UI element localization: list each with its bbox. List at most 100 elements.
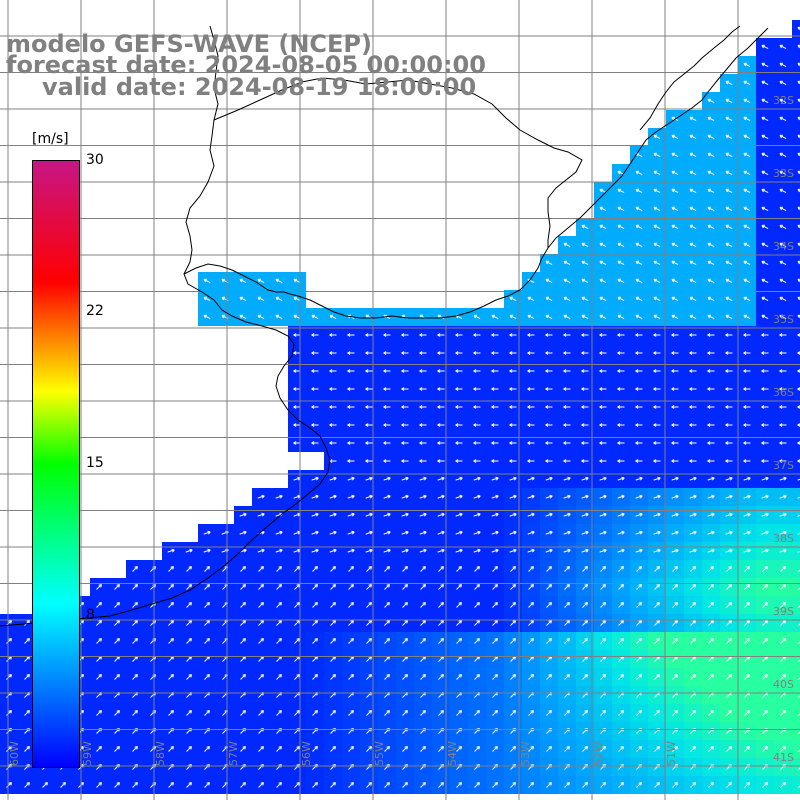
wind-arrow [312, 782, 318, 788]
wind-cell [792, 200, 800, 218]
wind-arrow [779, 530, 787, 535]
wind-arrow [564, 782, 570, 788]
wind-arrow [258, 620, 264, 626]
wind-cell [792, 650, 800, 668]
wind-arrow [581, 548, 589, 553]
wind-arrow [599, 494, 607, 499]
wind-arrow [726, 710, 732, 716]
wind-arrow [581, 423, 589, 427]
wind-arrow [473, 494, 481, 499]
wind-arrow [725, 512, 733, 517]
wind-arrow [581, 224, 589, 230]
wind-arrow [779, 170, 787, 176]
wind-arrow [258, 566, 264, 572]
wind-arrow [258, 782, 264, 788]
wind-arrow [779, 512, 787, 517]
coastline [0, 27, 769, 627]
wind-arrow [474, 674, 480, 680]
wind-arrow [653, 206, 661, 212]
wind-arrow [581, 494, 589, 499]
wind-arrow [456, 566, 462, 572]
wind-arrow [744, 674, 750, 680]
wind-arrow [168, 602, 174, 608]
wind-arrow [672, 710, 678, 716]
wind-arrow [779, 134, 787, 140]
wind-arrow [419, 476, 427, 481]
wind-arrow [726, 782, 732, 788]
wind-arrow [725, 548, 733, 553]
wind-arrow [527, 296, 535, 302]
wind-arrow [635, 260, 643, 266]
wind-arrow [491, 423, 499, 427]
wind-arrow [564, 620, 570, 626]
wind-arrow [546, 620, 552, 626]
wind-arrow [725, 80, 733, 86]
wind-arrow [60, 782, 66, 788]
wind-arrow [798, 713, 800, 716]
wind-arrow [654, 638, 660, 644]
wind-arrow [761, 260, 769, 266]
wind-arrow [401, 459, 409, 463]
wind-arrow [797, 44, 800, 49]
wind-arrow [726, 584, 732, 590]
wind-arrow [779, 98, 787, 104]
wind-arrow [618, 602, 624, 608]
wind-arrow [564, 674, 570, 680]
wind-cell [792, 578, 800, 596]
wind-arrow [419, 530, 427, 535]
wind-arrow [293, 387, 301, 391]
wind-arrow [653, 476, 661, 481]
wind-arrow [311, 512, 319, 517]
wind-arrow [528, 638, 534, 644]
wind-arrow [239, 530, 247, 535]
wind-arrow [456, 602, 462, 608]
wind-arrow [473, 405, 481, 409]
wind-arrow [761, 152, 769, 158]
wind-arrow [276, 746, 282, 752]
wind-arrow [365, 512, 373, 517]
wind-arrow [240, 620, 246, 626]
wind-arrow [510, 782, 516, 788]
lat-label: 33S [773, 167, 794, 180]
wind-arrow [455, 459, 463, 463]
wind-arrow [708, 782, 714, 788]
wind-arrow [455, 333, 463, 337]
wind-arrow [437, 512, 445, 517]
wind-arrow [707, 152, 715, 158]
wind-arrow [725, 152, 733, 158]
wind-arrow [437, 494, 445, 499]
wind-arrow [330, 566, 336, 572]
wind-arrow [311, 333, 319, 337]
wind-arrow [636, 620, 642, 626]
wind-arrow [275, 296, 283, 302]
wind-arrow [366, 638, 372, 644]
wind-arrow [528, 620, 534, 626]
wind-cell [792, 110, 800, 128]
wind-arrow [329, 512, 337, 517]
wind-arrow [473, 351, 481, 355]
wind-arrow [653, 512, 661, 517]
wind-arrow [671, 152, 679, 158]
wind-arrow [600, 602, 606, 608]
wind-arrow [258, 746, 264, 752]
wind-arrow [294, 584, 300, 590]
wind-arrow [186, 782, 192, 788]
wind-arrow [599, 296, 607, 302]
wind-arrow [527, 387, 535, 391]
wind-arrow [654, 746, 660, 752]
wind-arrow [365, 351, 373, 355]
wind-arrow [294, 674, 300, 680]
wind-arrow [402, 746, 408, 752]
wind-arrow [545, 278, 553, 284]
wind-arrow [779, 152, 787, 158]
wind-arrow [258, 638, 264, 644]
wind-arrow [653, 314, 661, 320]
wind-arrow [473, 387, 481, 391]
wind-arrow [545, 459, 553, 463]
wind-arrow [545, 351, 553, 355]
wind-arrow [204, 566, 210, 572]
wind-arrow [294, 620, 300, 626]
lon-label: 54W [446, 741, 459, 766]
wind-arrow [419, 459, 427, 463]
wind-arrow [311, 351, 319, 355]
